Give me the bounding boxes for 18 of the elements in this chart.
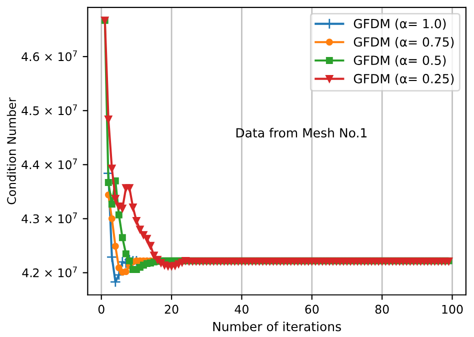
x-tick-label: 20 (164, 304, 178, 314)
y-tick-label: 4.6 × 10$^{7}$ (22, 50, 77, 62)
y-axis-title: Condition Number (6, 97, 16, 204)
y-tick-label: 4.5 × 10$^{7}$ (22, 104, 77, 116)
x-tick-label: 100 (442, 304, 463, 314)
legend-label: GFDM (α= 0.25) (354, 74, 454, 85)
x-tick-label: 0 (98, 304, 104, 314)
y-tick-label: 4.4 × 10$^{7}$ (22, 158, 77, 170)
x-tick-label: 60 (305, 304, 319, 314)
y-tick-label: 4.2 × 10$^{7}$ (22, 266, 77, 278)
y-tick-label: 4.3 × 10$^{7}$ (22, 212, 77, 224)
legend-label: GFDM (α= 0.5) (354, 55, 446, 67)
x-axis-title: Number of iterations (213, 322, 341, 332)
annotation: Data from Mesh No.1 (236, 128, 367, 138)
legend-label: GFDM (α= 0.75) (354, 37, 454, 48)
legend-label: GFDM (α= 1.0) (354, 18, 446, 30)
x-tick-label: 40 (234, 304, 248, 314)
x-tick-label: 80 (375, 304, 389, 314)
